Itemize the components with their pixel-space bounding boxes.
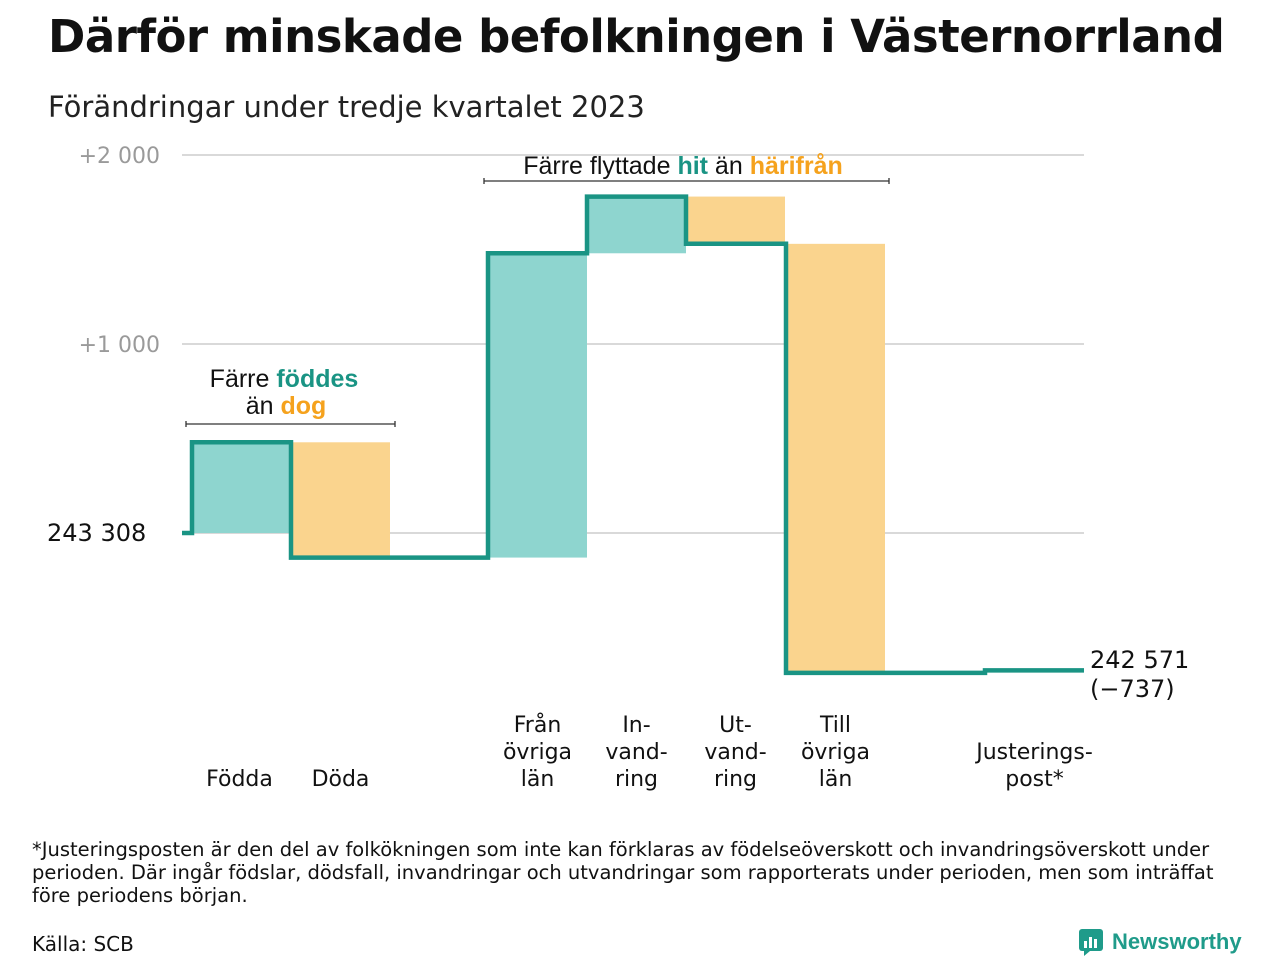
annotation-part: härifrån [750, 152, 843, 180]
brand-name: Newsworthy [1112, 929, 1242, 954]
annotation-part: föddes [276, 365, 358, 393]
annotation-births-deaths-line2: än dog [246, 392, 327, 420]
category-label-line: län [521, 767, 555, 792]
category-label-line: Justerings- [974, 740, 1093, 765]
category-label-line: län [819, 767, 853, 792]
category-label-line: Från [514, 712, 562, 738]
start-value-label: 243 308 [47, 519, 146, 547]
footnote: *Justeringsposten är den del av folkökni… [32, 838, 1214, 907]
category-label-line: Ut- [719, 713, 752, 738]
category-label: Från övriga län [503, 712, 572, 792]
annotation-part: Färre flyttade [523, 152, 677, 180]
end-value-label: 242 571 [1090, 646, 1189, 674]
category-label-line: ring [615, 767, 658, 792]
annotation-part: dog [280, 392, 326, 420]
waterfall-chart: +2 000 +1 000 243 308 242 571(−737) Födda Död… [47, 144, 1189, 792]
category-label-line: Till [819, 713, 851, 738]
category-label: Ut-vand-ring [704, 713, 766, 792]
newsworthy-logo-icon [1079, 929, 1103, 956]
category-label-line: post* [1005, 767, 1064, 792]
category-label-line: övriga [801, 740, 870, 765]
category-label: In-vand-ring [605, 713, 667, 792]
cumulative-step-line [182, 194, 1084, 676]
category-label-line: In- [622, 713, 650, 738]
total-change-label: (−737) [1090, 675, 1175, 703]
annotation-migration: Färre flyttade hit än härifrån [523, 152, 843, 180]
category-label: Döda [312, 767, 370, 792]
bar-3 [488, 253, 587, 558]
annotation-part: än [708, 152, 750, 180]
annotation-bracket [483, 178, 890, 184]
bar-2 [291, 442, 390, 558]
y-tick-label: +1 000 [79, 333, 160, 358]
y-tick-label: +2 000 [79, 144, 160, 169]
bar-4 [587, 196, 686, 254]
source-note: Källa: SCB [32, 932, 134, 956]
bar-6 [786, 243, 885, 673]
category-label: Födda [206, 767, 273, 792]
annotation-part: hit [677, 152, 708, 180]
category-label: Till övriga län [801, 713, 870, 792]
category-label-line: vand- [704, 740, 766, 765]
annotation-births-deaths: Färre föddes [210, 365, 359, 393]
annotation-part: än [246, 392, 281, 420]
chart-subtitle: Förändringar under tredje kvartalet 2023 [48, 90, 645, 124]
annotation-bracket [185, 421, 396, 427]
chart-title: Därför minskade befolkningen i Västernor… [48, 10, 1225, 63]
category-label-line: vand- [605, 740, 667, 765]
brand-logo: Newsworthy [1078, 928, 1242, 956]
category-label-line: ring [714, 767, 757, 792]
category-label: Justerings-post* [974, 740, 1093, 792]
bar-1 [192, 442, 291, 533]
annotation-part: Färre [210, 365, 277, 393]
category-label-line: Födda [206, 767, 273, 792]
category-label-line: övriga [503, 740, 572, 765]
bar-5 [686, 196, 785, 244]
category-label-line: Döda [312, 767, 370, 792]
